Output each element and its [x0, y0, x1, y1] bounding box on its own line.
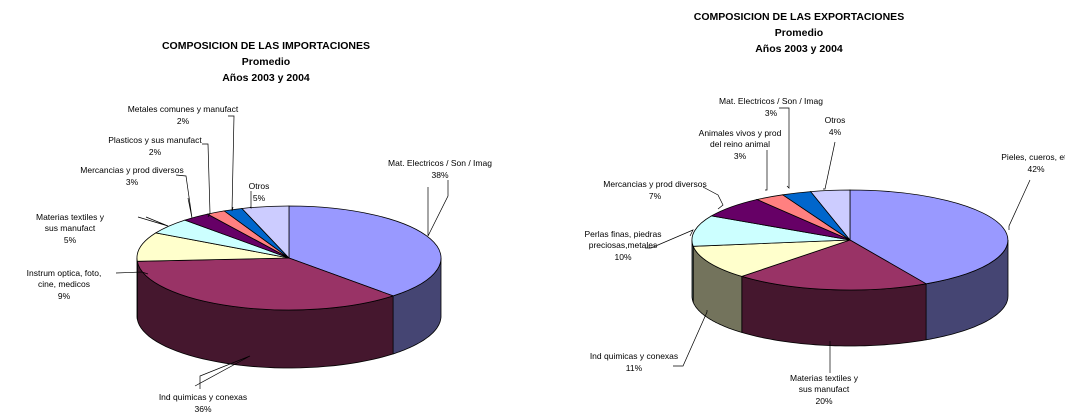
exports-chart-panel: COMPOSICION DE LAS EXPORTACIONES Promedi… [533, 0, 1065, 415]
exports-slice-perlas-finas-piedras-preciosas-metales [691, 215, 851, 247]
exports-pie-sides [691, 239, 1009, 347]
imports-pct-ind-quimicas-y-conexas: 36% [194, 404, 211, 414]
imports-slice-mat-electricos-son-imag [288, 205, 442, 297]
exports-side-perlas-finas-piedras-preciosas-metales [691, 240, 694, 303]
imports-leader-metales-comunes-y-manufact [228, 115, 235, 212]
exports-pct-perlas-finas-piedras-preciosas-metales: 10% [614, 252, 631, 262]
exports-pct-pieles-cueros-etc: 42% [1027, 164, 1044, 174]
imports-leader-otros [249, 191, 252, 209]
imports-leader-materias-textiles-y-sus-manufact [137, 216, 169, 227]
imports-chart-subtitle: Promedio [241, 56, 291, 68]
exports-label-mat-electricos-son-imag: Mat. Electricos / Son / Imag 3% [719, 96, 823, 118]
exports-labels: Pieles, cueros, etc 42% Materias textiles … [584, 96, 1065, 406]
exports-label-materias-textiles-y-sus-manufact: Materias textiles y sus manufact 20% [790, 373, 859, 406]
imports-pct-otros: 5% [253, 193, 266, 203]
exports-pie-top [691, 189, 1009, 291]
imports-label-materias-textiles-y-sus-manufact: Materias textiles y sus manufact 5% [36, 212, 105, 245]
exports-leader-otros [823, 141, 836, 190]
exports-slice-pieles-cueros-etc [849, 189, 1009, 285]
imports-pie-chart: Mat. Electricos / Son / Imag 38% Ind quimi… [27, 104, 493, 414]
exports-leader-perlas-finas-piedras-preciosas-metales [645, 229, 694, 249]
imports-pct-instrum-optica-foto-cine-medicos: 9% [58, 291, 71, 301]
exports-chart-subtitle: Promedio [774, 27, 824, 39]
exports-label-perlas-finas-piedras-preciosas-metales: Perlas finas, piedras preciosas,metales 10… [584, 229, 661, 262]
exports-label-pieles-cueros-etc: Pieles, cueros, etc 42% [1001, 152, 1065, 174]
imports-leader-instrum-optica-foto-cine-medicos [115, 271, 149, 275]
exports-pct-ind-quimicas-y-conexas: 11% [626, 363, 643, 373]
exports-chart-period: Años 2003 y 2004 [755, 43, 843, 55]
imports-label-metales-comunes-y-manufact: Metales comunes y manufact 2% [128, 104, 239, 126]
imports-pct-mercancias-y-prod-diversos: 3% [126, 177, 139, 187]
exports-pct-materias-textiles-y-sus-manufact: 20% [815, 396, 832, 406]
imports-chart-title: COMPOSICION DE LAS IMPORTACIONES [161, 40, 371, 52]
imports-label-mat-electricos-son-imag: Mat. Electricos / Son / Imag 38% [388, 158, 492, 180]
imports-chart-panel: COMPOSICION DE LAS IMPORTACIONES Promedi… [0, 0, 532, 415]
imports-label-mercancias-y-prod-diversos: Mercancias y prod diversos 3% [80, 165, 183, 187]
imports-pie-top [136, 205, 442, 311]
exports-pct-animales-vivos-y-prod-del-reino-animal: 3% [734, 151, 747, 161]
imports-labels: Mat. Electricos / Son / Imag 38% Ind quimi… [27, 104, 493, 414]
imports-pct-mat-electricos-son-imag: 38% [431, 170, 448, 180]
exports-leader-mercancias-y-prod-diversos [702, 186, 724, 210]
imports-label-instrum-optica-foto-cine-medicos: Instrum optica, foto, cine, medicos 9% [27, 268, 102, 301]
exports-pct-mercancias-y-prod-diversos: 7% [649, 191, 662, 201]
exports-slice-otros [809, 189, 851, 242]
exports-leader-ind-quimicas-y-conexas [673, 310, 708, 367]
exports-pie-chart: Pieles, cueros, etc 42% Materias textiles … [584, 96, 1065, 406]
exports-leader-pieles-cueros-etc [1008, 179, 1031, 230]
exports-leader-animales-vivos-y-prod-del-reino-animal [765, 150, 768, 191]
imports-pct-plasticos-y-sus-manufact: 2% [149, 147, 162, 157]
imports-leader-mat-electricos-son-imag [427, 180, 449, 237]
exports-pct-mat-electricos-son-imag: 3% [765, 108, 778, 118]
imports-slice-ind-quimicas-y-conexas [136, 257, 395, 311]
imports-leader-plasticos-y-sus-manufact [202, 143, 211, 218]
imports-leader-mercancias-y-prod-diversos [175, 174, 193, 219]
imports-slice-instrum-optica-foto-cine-medicos [136, 232, 290, 262]
exports-label-animales-vivos-y-prod-del-reino-animal: Animales vivos y prod del reino animal 3% [699, 128, 782, 161]
exports-label-otros: Otros 4% [825, 115, 846, 137]
exports-slice-ind-quimicas-y-conexas [692, 239, 851, 277]
imports-label-otros: Otros 5% [249, 181, 270, 203]
exports-chart-title: COMPOSICION DE LAS EXPORTACIONES [693, 11, 905, 23]
exports-label-ind-quimicas-y-conexas: Ind quimicas y conexas 11% [590, 351, 678, 373]
imports-leader-ind-quimicas-y-conexas [194, 355, 251, 389]
exports-pct-otros: 4% [829, 127, 842, 137]
imports-pct-materias-textiles-y-sus-manufact: 5% [64, 235, 77, 245]
imports-label-ind-quimicas-y-conexas: Ind quimicas y conexas 36% [159, 392, 247, 414]
imports-slice-otros [241, 205, 290, 260]
exports-slice-materias-textiles-y-sus-manufact [740, 239, 928, 291]
exports-label-mercancias-y-prod-diversos: Mercancias y prod diversos 7% [603, 179, 706, 201]
imports-chart-period: Años 2003 y 2004 [222, 72, 310, 84]
imports-label-plasticos-y-sus-manufact: Plasticos y sus manufact 2% [108, 135, 202, 157]
exports-leader-mat-electricos-son-imag [779, 107, 790, 189]
imports-pct-metales-comunes-y-manufact: 2% [177, 116, 190, 126]
